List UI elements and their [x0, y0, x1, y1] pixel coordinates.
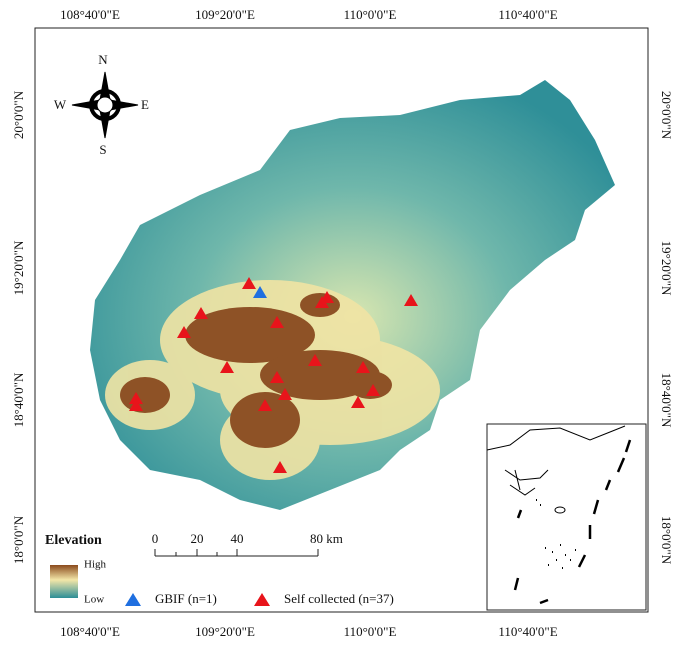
scale-bar [154, 549, 319, 557]
left-lat-label: 18°40'0"N [11, 372, 26, 427]
top-lon-label: 109°20'0"E [195, 7, 255, 22]
scale-label: 0 [152, 531, 159, 546]
legend-self-marker [254, 593, 270, 606]
right-lat-label: 18°40'0"N [659, 373, 674, 428]
right-lat-label: 19°20'0"N [659, 241, 674, 296]
left-lat-label: 19°20'0"N [11, 240, 26, 295]
left-lat-label: 18°0'0"N [11, 515, 26, 564]
top-lon-label: 110°0'0"E [344, 7, 397, 22]
top-lon-label: 110°40'0"E [498, 7, 557, 22]
compass-west: W [54, 97, 67, 112]
inset-map [486, 423, 647, 611]
axis-labels: 108°40'0"E 109°20'0"E 110°0'0"E 110°40'0"E 1… [11, 7, 674, 639]
self-collected-sites [129, 277, 418, 473]
gbif-site [253, 286, 267, 298]
legend-high: High [84, 559, 107, 571]
legend-gradient [50, 565, 78, 598]
right-lat-label: 20°0'0"N [659, 91, 674, 140]
bottom-lon-label: 109°20'0"E [195, 624, 255, 639]
scale-label: 80 km [310, 531, 343, 546]
legend-self: Self collected (n=37) [284, 591, 394, 606]
bottom-lon-label: 110°40'0"E [498, 624, 557, 639]
scale-label: 40 [231, 531, 244, 546]
compass-south: S [99, 142, 106, 157]
legend-gbif-marker [125, 593, 141, 606]
compass-east: E [141, 97, 149, 112]
legend-gbif: GBIF (n=1) [155, 591, 217, 606]
legend-title: Elevation [45, 533, 102, 548]
legend-low: Low [84, 594, 104, 606]
left-lat-label: 20°0'0"N [11, 90, 26, 139]
top-lon-label: 108°40'0"E [60, 7, 120, 22]
bottom-lon-label: 108°40'0"E [60, 624, 120, 639]
mountains [120, 293, 392, 448]
scale-label: 20 [191, 531, 204, 546]
bottom-lon-label: 110°0'0"E [344, 624, 397, 639]
right-lat-label: 18°0'0"N [659, 516, 674, 565]
island [90, 80, 615, 510]
compass [71, 71, 139, 139]
compass-north: N [98, 52, 108, 67]
